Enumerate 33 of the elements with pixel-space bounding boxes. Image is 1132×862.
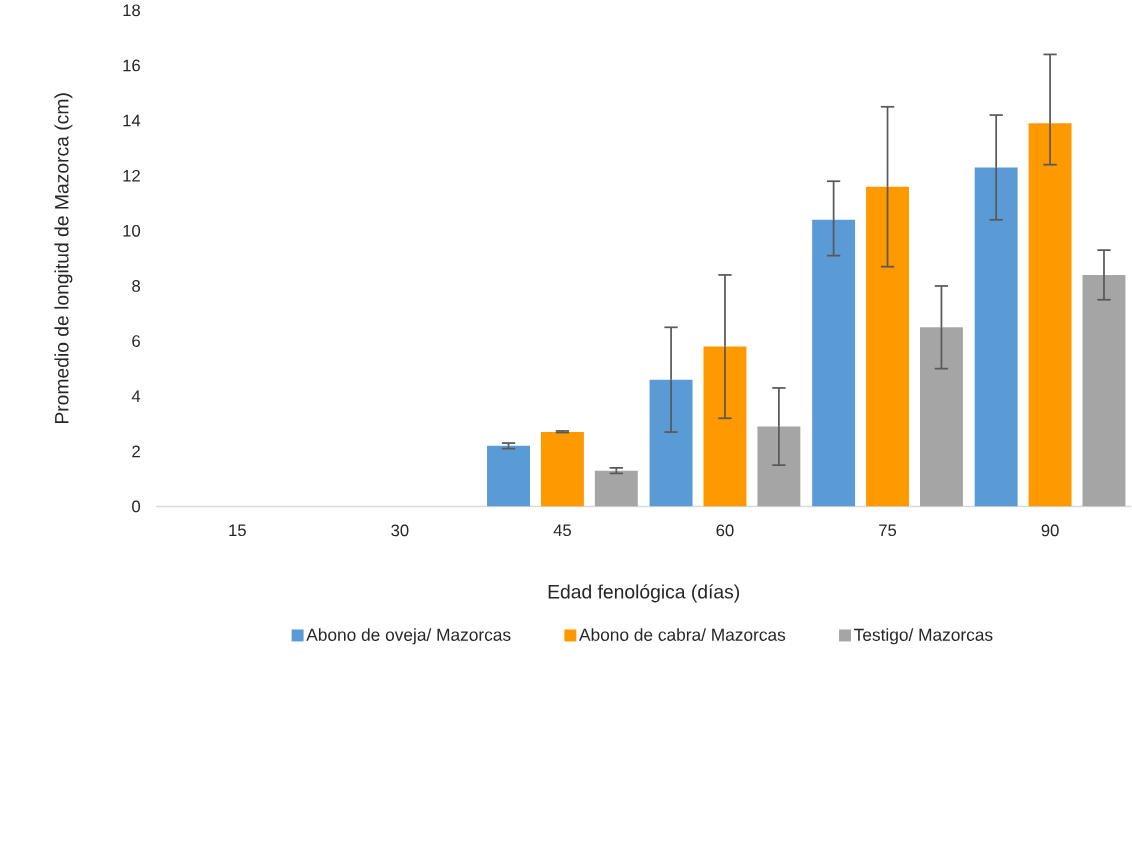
y-tick-label: 18 [123,4,140,17]
x-tick-label: 45 [553,524,571,537]
y-tick-label: 4 [131,390,141,402]
bar [812,219,856,507]
y-tick-label: 12 [123,169,140,182]
x-axis-title: Edad fenológica (días) [548,584,740,603]
bar [487,445,530,507]
bar [649,379,693,507]
x-tick-label: 60 [716,524,734,537]
legend-label: Abono de cabra/ Mazorcas [579,628,786,641]
bar [540,432,584,507]
y-tick-label: 2 [132,445,140,458]
bar [1028,123,1072,507]
y-tick-label: 0 [132,500,141,513]
bar [919,327,963,507]
y-tick-label: 16 [123,59,140,72]
y-tick-label: 6 [132,335,140,347]
x-tick-label: 30 [391,524,409,537]
bar [974,167,1018,507]
y-axis-title: Promedio de longitud de Mazorca (cm) [54,93,73,424]
legend-label: Abono de oveja/ Mazorcas [306,628,511,645]
bar [757,426,801,507]
x-tick-label: 75 [879,524,897,537]
y-tick-label: 10 [123,224,141,237]
bar [703,346,747,507]
bar [594,470,638,507]
bar [866,186,909,507]
x-tick-label: 90 [1041,524,1059,537]
x-tick-label: 15 [229,524,246,537]
y-tick-label: 8 [132,280,140,292]
y-tick-label: 14 [123,114,141,127]
legend-label: Testigo/ Mazorcas [854,628,993,645]
bar [1082,274,1126,507]
